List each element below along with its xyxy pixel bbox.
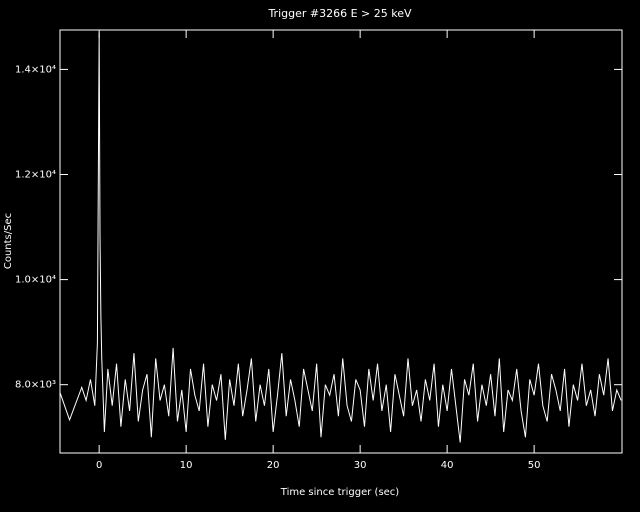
y-tick-label: 1.0×10⁴ [15,275,56,286]
x-tick-label: 40 [441,460,454,471]
y-axis-label: Counts/Sec [3,213,14,269]
x-tick-label: 30 [354,460,367,471]
y-tick-label: 1.2×10⁴ [15,170,56,181]
y-tick-label: 8.0×10³ [15,380,56,391]
x-axis-label: Time since trigger (sec) [280,487,400,498]
chart-title: Trigger #3266 E > 25 keV [267,7,412,20]
x-tick-label: 10 [180,460,193,471]
light-curve [59,32,622,443]
x-tick-label: 0 [96,460,102,471]
x-tick-label: 50 [528,460,541,471]
y-tick-label: 1.4×10⁴ [15,64,56,75]
plot-frame [59,29,623,454]
x-tick-label: 20 [267,460,280,471]
